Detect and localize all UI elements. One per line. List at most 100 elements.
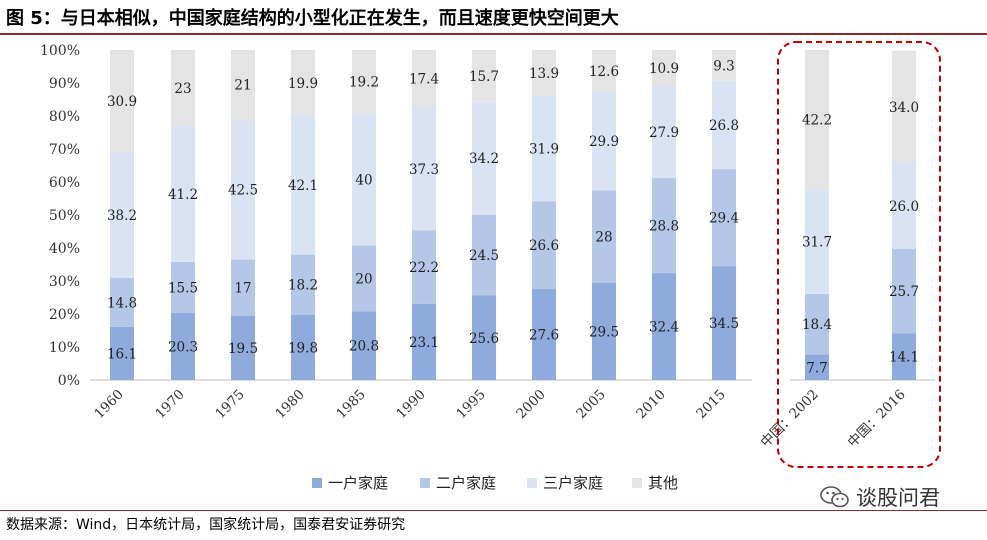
y-tick-label: 10% bbox=[49, 340, 80, 356]
bar-segment bbox=[712, 50, 736, 81]
bar-segment bbox=[231, 259, 255, 316]
legend-label: 三户家庭 bbox=[543, 474, 603, 492]
bar-segment bbox=[805, 50, 829, 190]
y-tick-label: 0% bbox=[58, 373, 80, 389]
bar-segment bbox=[892, 333, 916, 380]
bar-segment bbox=[472, 295, 496, 380]
data-label: 23 bbox=[174, 81, 191, 97]
bar-segment bbox=[171, 313, 195, 380]
legend-label: 其他 bbox=[648, 474, 678, 492]
bar-segment bbox=[592, 91, 616, 191]
bar-segment bbox=[652, 178, 676, 274]
x-tick-label: 1990 bbox=[393, 387, 429, 423]
bar-segment bbox=[412, 303, 436, 380]
bar-segment bbox=[712, 80, 736, 170]
y-tick-label: 20% bbox=[49, 307, 80, 323]
bar-segment bbox=[532, 50, 556, 96]
data-label: 15.7 bbox=[469, 69, 499, 85]
x-tick-label: 2005 bbox=[573, 387, 609, 423]
data-label: 7.7 bbox=[806, 360, 827, 376]
data-label: 28 bbox=[595, 229, 612, 245]
bar-segment bbox=[532, 288, 556, 380]
y-tick-label: 80% bbox=[49, 109, 80, 125]
bar-segment bbox=[231, 50, 255, 120]
chart-title: 图 5：与日本相似，中国家庭结构的小型化正在发生，而且速度更快空间更大 bbox=[6, 8, 619, 29]
data-label: 19.9 bbox=[288, 76, 318, 92]
y-tick-label: 70% bbox=[49, 142, 80, 158]
y-tick-label: 60% bbox=[49, 175, 80, 191]
legend-label: 二户家庭 bbox=[436, 474, 496, 492]
bar-segment bbox=[412, 230, 436, 304]
bar-segment bbox=[291, 314, 315, 380]
data-label: 17.4 bbox=[409, 72, 439, 88]
x-tick-label: 1960 bbox=[91, 387, 127, 423]
data-label: 20.3 bbox=[168, 340, 198, 356]
data-label: 27.6 bbox=[529, 327, 559, 343]
highlight-box bbox=[777, 41, 941, 468]
data-label: 20 bbox=[355, 271, 372, 287]
bar-segment bbox=[231, 315, 255, 380]
bar-segment bbox=[712, 266, 736, 380]
data-label: 25.7 bbox=[889, 284, 919, 300]
data-label: 29.4 bbox=[709, 211, 739, 227]
data-label: 16.1 bbox=[107, 346, 137, 362]
data-label: 30.9 bbox=[107, 94, 137, 110]
data-label: 26.6 bbox=[529, 238, 559, 254]
data-label: 42.5 bbox=[228, 182, 258, 198]
bar-segment bbox=[291, 115, 315, 255]
data-label: 29.9 bbox=[589, 134, 619, 150]
source-note: 数据来源：Wind，日本统计局，国家统计局，国泰君安证券研究 bbox=[6, 517, 406, 533]
bar-segment bbox=[171, 125, 195, 262]
data-label: 41.2 bbox=[168, 187, 198, 203]
x-tick-label: 2015 bbox=[693, 387, 729, 423]
data-label: 27.9 bbox=[649, 125, 679, 141]
legend-swatch bbox=[312, 478, 322, 488]
bar-segment bbox=[412, 107, 436, 231]
x-tick-label: 中国：2002 bbox=[758, 387, 822, 451]
data-label: 34.0 bbox=[889, 100, 919, 116]
bar-segment bbox=[532, 201, 556, 289]
data-label: 42.1 bbox=[288, 178, 318, 194]
data-label: 18.4 bbox=[802, 317, 832, 333]
data-label: 15.5 bbox=[168, 280, 198, 296]
data-label: 24.5 bbox=[469, 248, 499, 264]
data-label: 14.8 bbox=[107, 295, 137, 311]
data-label: 28.8 bbox=[649, 219, 679, 235]
bar-segment bbox=[352, 311, 376, 380]
source-divider bbox=[0, 510, 987, 511]
data-label: 26.0 bbox=[889, 199, 919, 215]
data-label: 23.1 bbox=[409, 335, 439, 351]
x-tick-label: 1980 bbox=[272, 387, 308, 423]
data-label: 10.9 bbox=[649, 61, 679, 77]
y-tick-label: 100% bbox=[40, 43, 80, 59]
bar-segment bbox=[352, 50, 376, 114]
x-tick-label: 1995 bbox=[453, 387, 489, 423]
bar-segment bbox=[472, 50, 496, 102]
bar-segment bbox=[472, 214, 496, 296]
bar-segment bbox=[352, 245, 376, 312]
x-tick-label: 1970 bbox=[152, 387, 188, 423]
bar-segment bbox=[592, 50, 616, 92]
bar-segment bbox=[805, 354, 829, 380]
bar-segment bbox=[892, 162, 916, 249]
legend-label: 一户家庭 bbox=[328, 474, 388, 492]
data-label: 42.2 bbox=[802, 113, 832, 129]
data-label: 19.8 bbox=[288, 340, 318, 356]
y-tick-label: 90% bbox=[49, 76, 80, 92]
bar-segment bbox=[805, 293, 829, 355]
data-label: 38.2 bbox=[107, 208, 137, 224]
bar-segment bbox=[110, 50, 134, 152]
data-label: 26.8 bbox=[709, 118, 739, 134]
data-label: 21 bbox=[234, 78, 251, 94]
bar-segment bbox=[291, 254, 315, 315]
data-label: 40 bbox=[355, 172, 372, 188]
data-label: 29.5 bbox=[589, 324, 619, 340]
bar-segment bbox=[712, 169, 736, 267]
x-tick-label: 2000 bbox=[513, 387, 549, 423]
bar-segment bbox=[592, 190, 616, 283]
data-label: 20.8 bbox=[349, 339, 379, 355]
data-label: 19.5 bbox=[228, 341, 258, 357]
bar-segment bbox=[110, 151, 134, 279]
bar-segment bbox=[110, 326, 134, 380]
watermark-text: 谈股问君 bbox=[856, 486, 940, 510]
